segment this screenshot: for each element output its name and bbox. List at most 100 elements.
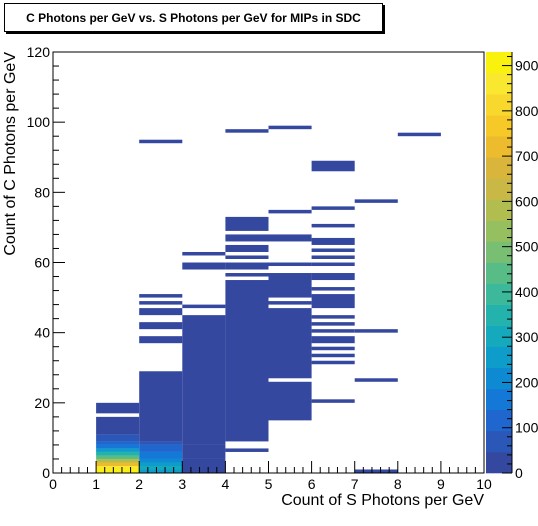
heatmap-cell (225, 273, 269, 277)
colorbar-swatch (486, 304, 512, 326)
colorbar-swatch (486, 367, 512, 390)
heatmap-cell (139, 308, 183, 316)
x-tick-label: 0 (49, 476, 57, 492)
x-tick-label: 2 (135, 476, 143, 492)
heatmap-cell (397, 132, 441, 137)
x-tick-label: 8 (394, 476, 402, 492)
colorbar-tick-label: 100 (515, 420, 538, 436)
heatmap-cell (139, 139, 183, 144)
y-axis: 0 20 40 60 80 100 120 (27, 44, 65, 481)
heatmap-cell (311, 160, 355, 172)
heatmap-cell (268, 301, 312, 305)
heatmap-cell (311, 336, 355, 344)
heatmap-cell (354, 469, 398, 473)
heatmap-cell (139, 294, 183, 298)
colorbar-tick-label: 800 (515, 103, 538, 119)
heatmap-cell (225, 255, 269, 259)
heatmap-cell (96, 448, 140, 452)
chart-title: C Photons per GeV vs. S Photons per GeV … (4, 3, 383, 32)
heatmap-cell (96, 416, 140, 435)
colorbar-swatch (486, 73, 512, 95)
colorbar-swatch (486, 199, 512, 221)
x-tick-label: 5 (265, 476, 273, 492)
heatmap-cell (225, 280, 269, 442)
heatmap-cell (268, 273, 312, 298)
heatmap-cell (225, 129, 269, 133)
heatmap-cell (354, 329, 398, 333)
y-tick-label: 80 (34, 184, 50, 200)
y-tick-label: 100 (27, 114, 51, 130)
heatmap-cell (311, 273, 355, 281)
y-tick-label: 0 (42, 465, 50, 481)
heatmap-cell (182, 262, 226, 270)
heatmap-cell (311, 360, 355, 365)
colorbar-swatch (486, 409, 512, 432)
heatmap-cell (139, 322, 183, 330)
y-tick-label: 60 (34, 255, 50, 271)
colorbar-tick-label: 900 (515, 58, 538, 74)
heatmap-cell (96, 469, 140, 473)
heatmap-cell (311, 223, 355, 228)
heatmap-cell (311, 346, 355, 351)
heatmap-cell (268, 381, 312, 421)
heatmap-cell (268, 234, 312, 242)
heatmap-cell (139, 301, 183, 305)
x-axis-label: Count of S Photons per GeV (281, 492, 484, 509)
heatmap-cell (311, 248, 355, 252)
colorbar-swatch (486, 283, 512, 305)
x-tick-label: 6 (308, 476, 316, 492)
colorbar-tick-label: 0 (515, 465, 523, 481)
heatmap-cell (96, 402, 140, 414)
colorbar-swatch (486, 136, 512, 158)
heatmap-cell (311, 262, 355, 267)
heatmap-cell (182, 315, 226, 445)
heatmap-cell (182, 304, 226, 309)
colorbar-swatch (486, 388, 512, 411)
x-tick-label: 7 (351, 476, 359, 492)
heatmap-cell (182, 458, 226, 473)
heatmap-cell (139, 371, 183, 442)
heatmap-cells (96, 125, 441, 473)
colorbar-swatch (486, 178, 512, 200)
colorbar-swatch (486, 325, 512, 347)
heatmap-cell (225, 448, 269, 452)
heatmap-cell (311, 294, 355, 309)
heatmap-cell (268, 308, 312, 379)
colorbar-tick-label: 700 (515, 148, 538, 164)
colorbar-swatch (486, 115, 512, 137)
heatmap-cell (139, 469, 183, 473)
colorbar-swatch (486, 451, 512, 474)
y-tick-label: 20 (34, 395, 50, 411)
colorbar-swatch (486, 94, 512, 116)
heatmap-cell (96, 451, 140, 456)
heatmap-cell (182, 251, 226, 256)
heatmap-cell (311, 287, 355, 291)
colorbar-swatch (486, 262, 512, 284)
color-scale-bar: 0 100 200 300 400 500 600 700 800 900 (486, 52, 538, 481)
heatmap-cell (96, 441, 140, 445)
heatmap-cell (268, 125, 312, 130)
heatmap-cell (139, 444, 183, 452)
heatmap-cell (225, 262, 269, 270)
heatmap-cell (225, 244, 269, 252)
heatmap-cell (139, 336, 183, 344)
heatmap-cell (311, 255, 355, 259)
heatmap-cell (311, 399, 355, 403)
heatmap-cell (96, 458, 140, 463)
heatmap-cell (139, 458, 183, 463)
colorbar-swatch (486, 346, 512, 369)
y-axis-label: Count of C Photons per GeV (2, 52, 19, 256)
colorbar-tick-label: 600 (515, 193, 538, 209)
heatmap-cell (354, 378, 398, 382)
colorbar-tick-label: 400 (515, 284, 538, 300)
heatmap-cell (311, 329, 355, 333)
heatmap-cell (311, 353, 355, 358)
heatmap-cell (96, 444, 140, 449)
heatmap-cell (96, 455, 140, 459)
x-tick-label: 3 (178, 476, 186, 492)
x-axis: 0 1 2 3 4 5 6 7 8 9 10 (49, 461, 492, 492)
heatmap-cell (268, 209, 312, 214)
heatmap-cell (354, 199, 398, 203)
y-tick-label: 40 (34, 325, 50, 341)
